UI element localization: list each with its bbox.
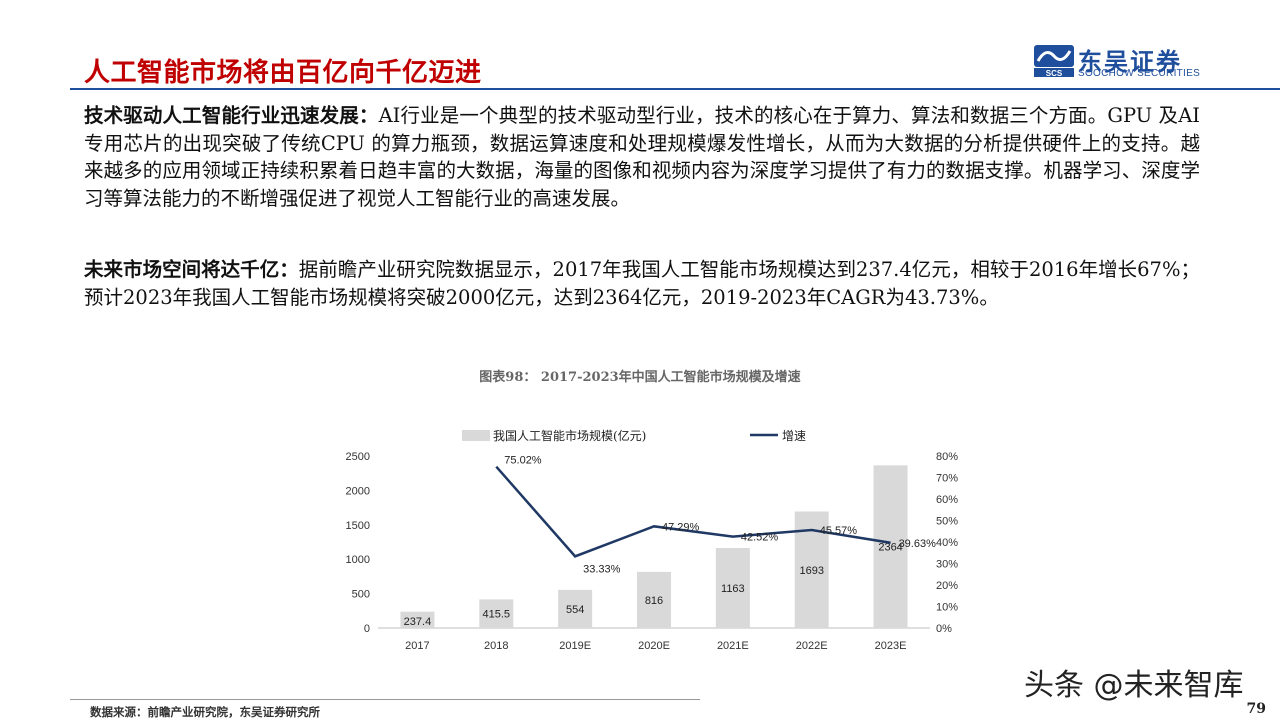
bar-value-label: 816 — [645, 595, 663, 607]
logo-english-name: SOOCHOW SECURITIES — [1078, 68, 1201, 79]
y-right-tick-label: 0% — [936, 623, 952, 635]
y-left-tick-label: 2500 — [346, 451, 370, 463]
page-number: 79 — [1246, 701, 1266, 717]
title-divider — [70, 88, 1280, 90]
y-right-tick-label: 80% — [936, 451, 958, 463]
bar-market-size — [873, 465, 908, 628]
y-left-tick-label: 500 — [352, 589, 370, 601]
slide-header: 人工智能市场将由百亿向千亿迈进 SCS 东吴证券 SOOCHOW SECURIT… — [0, 0, 1280, 96]
logo-mark-text: SCS — [1046, 69, 1063, 77]
growth-rate-label: 75.02% — [504, 455, 542, 467]
market-size-chart: 0 500 1000 1500 2000 2500 0% 10% 20% 30% 40% 50% 60%… — [346, 428, 959, 652]
x-category-label: 2023E — [875, 640, 907, 652]
logo-chinese-name: 东吴证券 — [1078, 48, 1182, 76]
y-left-tick-label: 1500 — [346, 520, 370, 532]
watermark: 头条 @未来智库 — [1024, 668, 1244, 703]
y-right-tick-label: 10% — [936, 602, 958, 614]
growth-rate-label: 39.63% — [899, 538, 937, 550]
legend-label-bar: 我国人工智能市场规模(亿元) — [493, 428, 646, 443]
chart-title: 图表98： 2017-2023年中国人工智能市场规模及增速 — [479, 370, 801, 385]
growth-rate-line — [495, 465, 891, 558]
legend-swatch-bar — [462, 430, 490, 441]
bar-market-size — [400, 611, 435, 628]
source-divider — [70, 699, 700, 700]
x-category-label: 2021E — [717, 640, 749, 652]
paragraph-lead: 未来市场空间将达千亿： — [84, 258, 299, 281]
x-category-label: 2018 — [484, 640, 508, 652]
bar-market-size — [637, 571, 671, 628]
bar-value-label: 1163 — [721, 583, 745, 595]
paragraph-lead: 技术驱动人工智能行业迅速发展： — [84, 104, 379, 127]
bar-value-label: 415.5 — [483, 609, 511, 621]
paragraph-market-space: 未来市场空间将达千亿：据前瞻产业研究院数据显示，2017年我国人工智能市场规模达… — [84, 256, 1200, 311]
x-category-label: 2022E — [796, 640, 828, 652]
company-logo: SCS 东吴证券 SOOCHOW SECURITIES — [1034, 42, 1214, 82]
logo-mark-icon: SCS — [1034, 45, 1074, 77]
y-left-tick-label: 2000 — [346, 485, 370, 497]
x-category-label: 2020E — [638, 640, 670, 652]
bar-value-label: 554 — [566, 604, 584, 616]
y-left-tick-label: 1000 — [346, 554, 370, 566]
bar-market-size — [558, 589, 593, 628]
bar-value-label: 1693 — [799, 565, 823, 577]
y-right-tick-label: 20% — [936, 580, 958, 592]
x-category-label: 2019E — [559, 640, 591, 652]
x-category-label: 2017 — [405, 640, 429, 652]
growth-rate-label: 33.33% — [583, 563, 621, 575]
y-right-tick-label: 50% — [936, 516, 958, 528]
y-right-tick-label: 30% — [936, 559, 958, 571]
bar-market-size — [715, 547, 750, 628]
page-title: 人工智能市场将由百亿向千亿迈进 — [84, 58, 482, 88]
bar-value-label: 2364 — [878, 542, 902, 554]
legend-label-line: 增速 — [782, 429, 806, 443]
growth-rate-label: 47.29% — [662, 521, 700, 533]
y-right-tick-label: 70% — [936, 473, 958, 485]
growth-rate-label: 45.57% — [820, 525, 858, 537]
y-right-tick-label: 40% — [936, 537, 958, 549]
y-right-tick-label: 60% — [936, 494, 958, 506]
paragraph-tech-driven: 技术驱动人工智能行业迅速发展：AI行业是一个典型的技术驱动型行业，技术的核心在于… — [84, 102, 1200, 212]
data-source-note: 数据来源：前瞻产业研究院，东吴证券研究所 — [90, 705, 320, 719]
paragraph-body: 据前瞻产业研究院数据显示，2017年我国人工智能市场规模达到237.4亿元，相较… — [84, 258, 1200, 309]
bar-market-size — [479, 599, 514, 628]
paragraph-body: AI行业是一个典型的技术驱动型行业，技术的核心在于算力、算法和数据三个方面。GP… — [84, 104, 1200, 210]
y-left-tick-label: 0 — [364, 623, 370, 635]
bar-value-label: 237.4 — [404, 616, 432, 628]
growth-rate-label: 42.52% — [741, 532, 779, 544]
